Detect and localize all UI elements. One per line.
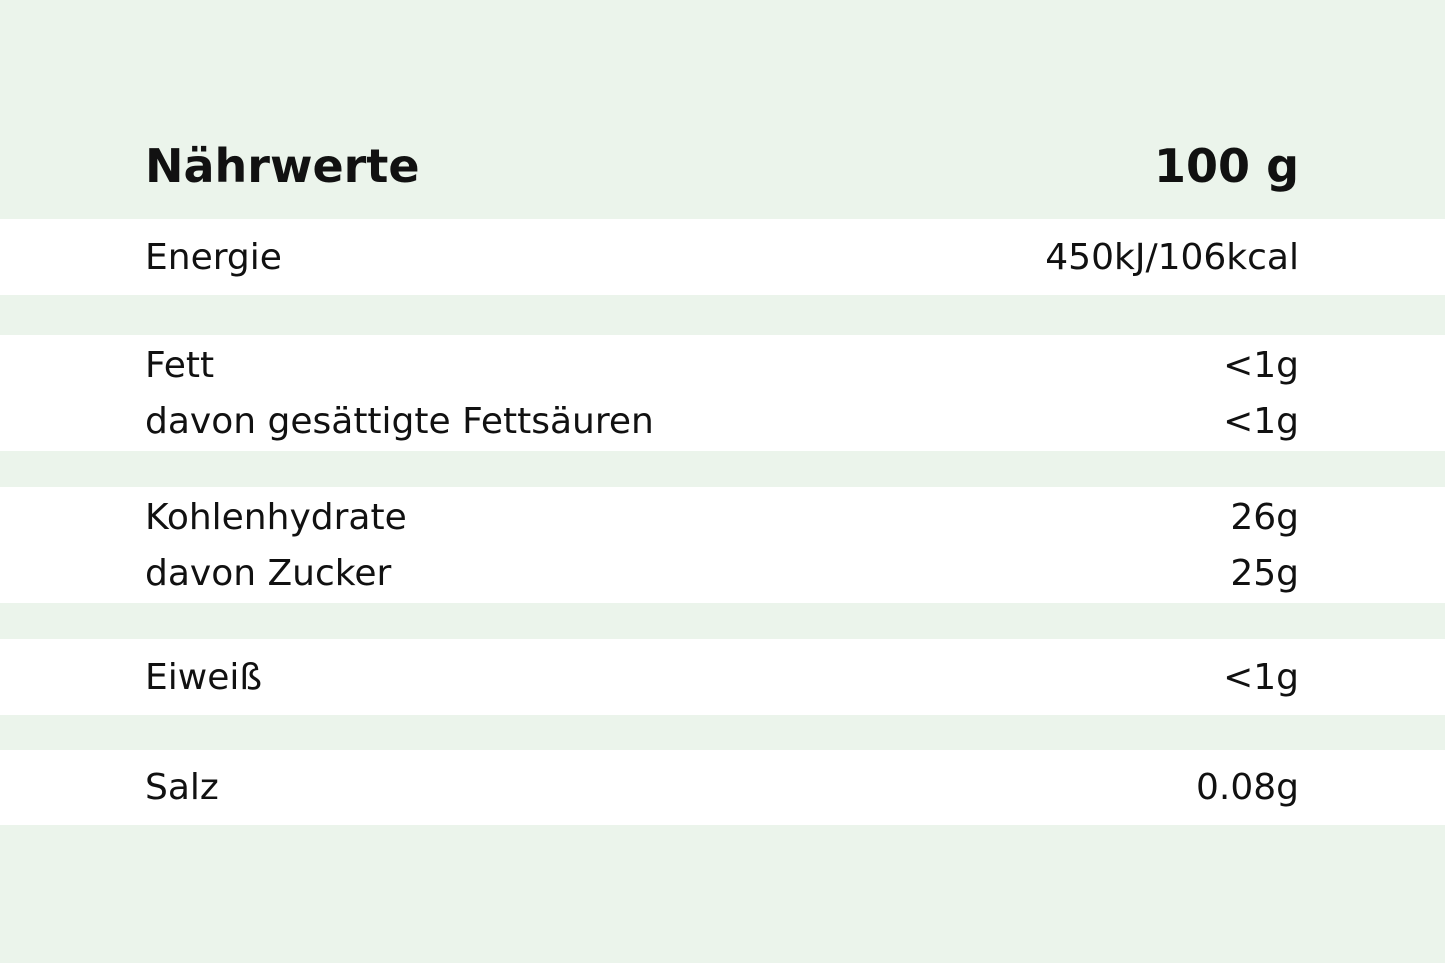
group-energy: Energie 450kJ/106kcal [0, 219, 1445, 295]
row-value: 25g [1230, 553, 1299, 594]
row-label: davon Zucker [145, 553, 392, 594]
row-label: davon gesättigte Fettsäuren [145, 401, 654, 442]
row-label: Eiweiß [145, 657, 263, 698]
row-value: <1g [1223, 401, 1299, 442]
row-label: Salz [145, 767, 219, 808]
table-header: Nährwerte 100 g [0, 0, 1445, 219]
row-value: 26g [1230, 497, 1299, 538]
table-row: Salz 0.08g [145, 759, 1299, 816]
table-row: Fett <1g [145, 337, 1299, 394]
table-row: Kohlenhydrate 26g [145, 489, 1299, 546]
row-label: Kohlenhydrate [145, 497, 407, 538]
table-row: davon Zucker 25g [145, 545, 1299, 602]
group-protein: Eiweiß <1g [0, 639, 1445, 715]
header-amount: 100 g [1154, 139, 1299, 193]
table-row: Energie 450kJ/106kcal [145, 229, 1299, 286]
row-value: <1g [1223, 345, 1299, 386]
table-row: davon gesättigte Fettsäuren <1g [145, 393, 1299, 450]
group-carbs: Kohlenhydrate 26g davon Zucker 25g [0, 487, 1445, 603]
table-row: Eiweiß <1g [145, 649, 1299, 706]
row-value: <1g [1223, 657, 1299, 698]
group-salt: Salz 0.08g [0, 750, 1445, 825]
row-value: 450kJ/106kcal [1045, 237, 1299, 278]
row-value: 0.08g [1195, 767, 1299, 808]
header-title: Nährwerte [145, 139, 420, 193]
row-label: Fett [145, 345, 215, 386]
group-fat: Fett <1g davon gesättigte Fettsäuren <1g [0, 335, 1445, 451]
row-label: Energie [145, 237, 282, 278]
